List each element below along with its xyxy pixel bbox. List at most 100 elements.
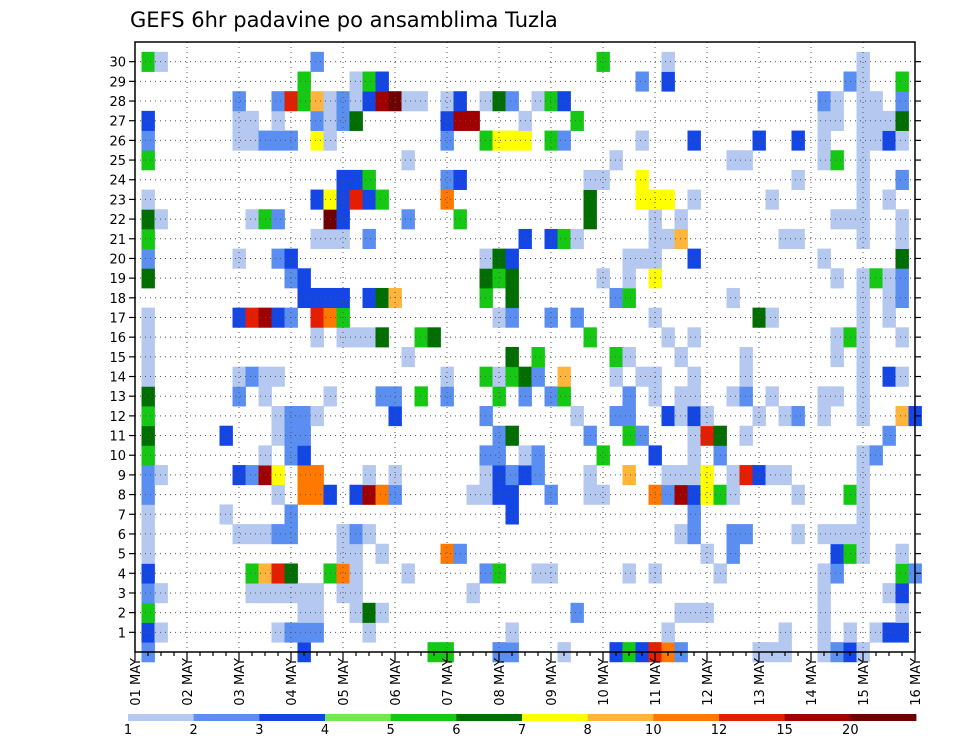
heatmap-cell [830,110,844,131]
heatmap-cell [674,228,688,250]
heatmap-cell [661,51,675,72]
heatmap-cell [141,425,155,446]
heatmap-cell [895,366,909,387]
heatmap-cell [141,563,155,584]
heatmap-cell [349,91,363,112]
colorbar-label: 6 [452,723,460,738]
heatmap-cell [791,484,805,505]
heatmap-cell [232,91,246,112]
y-tick-label: 29 [109,75,126,90]
heatmap-cell [245,465,259,486]
heatmap-cell [895,228,909,250]
heatmap-cell [271,425,285,446]
heatmap-cell [349,327,363,348]
heatmap-cell [531,563,545,584]
heatmap-cell [622,268,636,289]
heatmap-cell [401,150,415,171]
heatmap-cell [297,71,311,92]
heatmap-cell [817,602,831,623]
heatmap-cell [830,209,844,230]
heatmap-cell [232,524,246,545]
heatmap-cell [219,425,233,446]
heatmap-cell [869,91,883,112]
heatmap-cell [687,602,701,623]
heatmap-cell [700,484,714,505]
heatmap-cell [635,169,649,190]
heatmap-cell [336,189,350,210]
heatmap-cell [297,465,311,486]
heatmap-cell [297,91,311,112]
heatmap-cell [362,91,376,112]
heatmap-cell [362,287,376,309]
heatmap-cell [232,248,246,269]
colorbar-legend: 1 2 3 4 5 6 7 8 10 12 15 20 [124,714,917,738]
heatmap-cell [141,268,155,289]
heatmap-cell [752,406,766,427]
heatmap-cell [830,268,844,289]
heatmap-cell [479,563,493,584]
x-tick-label: 10 MAY [597,658,612,706]
heatmap-cell [297,445,311,466]
heatmap-cell [882,130,896,151]
heatmap-cell [661,228,675,250]
heatmap-cell [271,563,285,584]
heatmap-cell [492,563,506,584]
heatmap-cell [544,130,558,151]
heatmap-cell [882,425,896,446]
heatmap-cell [687,445,701,466]
heatmap-cell [297,268,311,289]
heatmap-cell [856,386,870,407]
heatmap-cell [310,51,324,72]
heatmap-cell [674,347,688,368]
heatmap-cell [479,91,493,112]
x-tick-label: 15 MAY [857,658,872,706]
heatmap-cell [687,465,701,486]
heatmap-cell [557,366,571,387]
heatmap-cell [492,465,506,486]
heatmap-cell [362,169,376,190]
heatmap-cell [284,248,298,269]
y-tick-label: 18 [109,292,126,307]
heatmap-cell [479,287,493,309]
heatmap-cell [310,307,324,328]
heatmap-cell [674,602,688,623]
heatmap-cell [154,622,168,643]
y-tick-label: 10 [109,449,126,464]
heatmap-cell [596,445,610,466]
heatmap-cell [336,543,350,564]
heatmap-cell [479,406,493,427]
heatmap-cell [271,465,285,486]
colorbar-swatch [390,714,457,721]
heatmap-cell [700,543,714,564]
heatmap-cell [882,366,896,387]
heatmap-cell [349,563,363,584]
heatmap-cell [349,543,363,564]
heatmap-cell [310,622,324,643]
heatmap-cell [635,130,649,151]
heatmap-cell [830,150,844,171]
heatmap-cell [791,406,805,427]
heatmap-cell [375,189,389,210]
heatmap-cell [479,484,493,505]
heatmap-cell [609,150,623,171]
heatmap-cell [817,386,831,407]
heatmap-cell [427,327,441,348]
heatmap-cell [232,110,246,131]
heatmap-cell [622,563,636,584]
heatmap-cell [830,327,844,348]
heatmap-cell [362,71,376,92]
heatmap-cell [479,130,493,151]
heatmap-cell [141,386,155,407]
heatmap-cell [622,248,636,269]
heatmap-cell [505,366,519,387]
heatmap-cell [271,307,285,328]
heatmap-cell [752,130,766,151]
heatmap-cell [570,602,584,623]
heatmap-cell [544,563,558,584]
heatmap-cell [349,602,363,623]
heatmap-cell [895,602,909,623]
heatmap-cell [557,91,571,112]
heatmap-cell [154,51,168,72]
heatmap-cell [141,445,155,466]
heatmap-cell [297,602,311,623]
